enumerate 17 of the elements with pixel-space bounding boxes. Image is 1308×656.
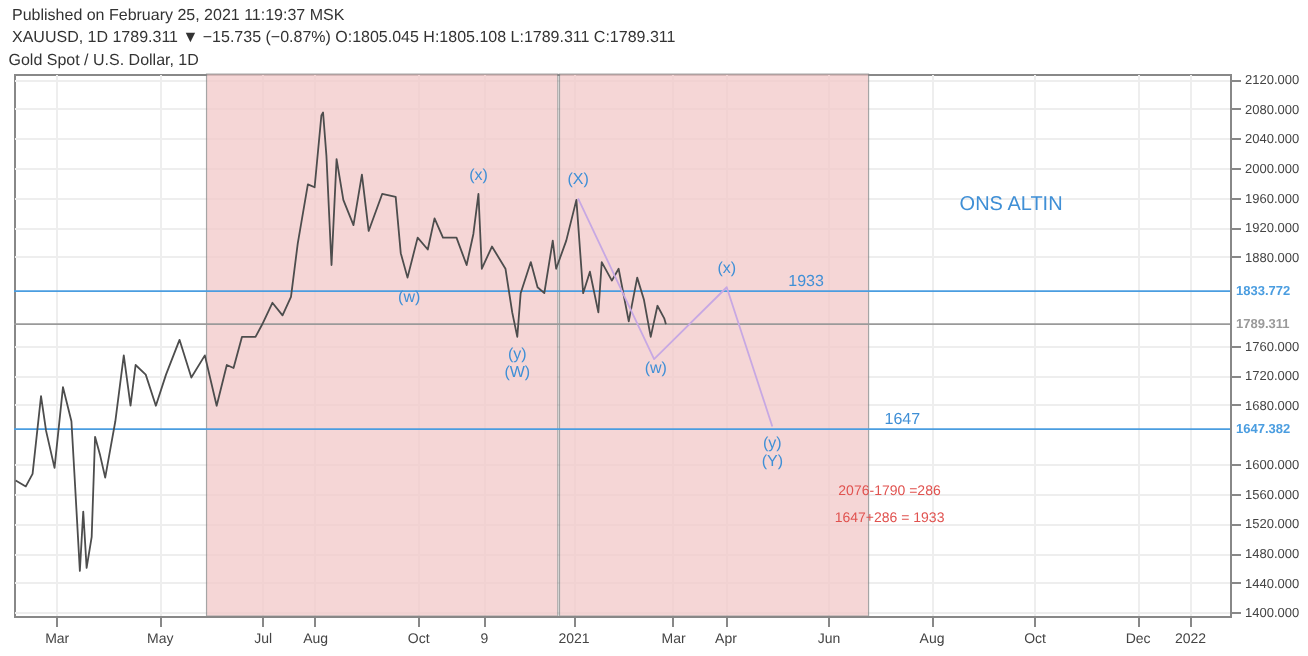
text: Published on February 25, 2021 11:19:37 MSK <box>12 4 347 26</box>
annotation: (y) <box>507 344 528 363</box>
line-series <box>577 197 774 428</box>
annotation: (w) <box>398 287 421 306</box>
annotation: (x) <box>469 165 489 184</box>
text: XAUUSD, 1D 1789.311 ▼ −15.735 (−0.87%) O:1805.045 H:1805.108 L:1789.311 C:1789.311 <box>12 26 678 48</box>
annotation: (X) <box>567 170 590 189</box>
annotation: ONS ALTIN <box>959 194 1063 217</box>
annotation: (Y) <box>761 452 784 471</box>
annotation: (y) <box>762 434 783 453</box>
chart-title: Gold Spot / U.S. Dollar, 1D <box>8 51 200 70</box>
annotation: (w) <box>644 358 668 377</box>
annotation: (W) <box>504 362 531 381</box>
line-series <box>14 111 667 572</box>
annotation: 1933 <box>788 272 825 291</box>
annotation: (x) <box>717 259 737 278</box>
annotation: 1647 <box>884 409 922 428</box>
